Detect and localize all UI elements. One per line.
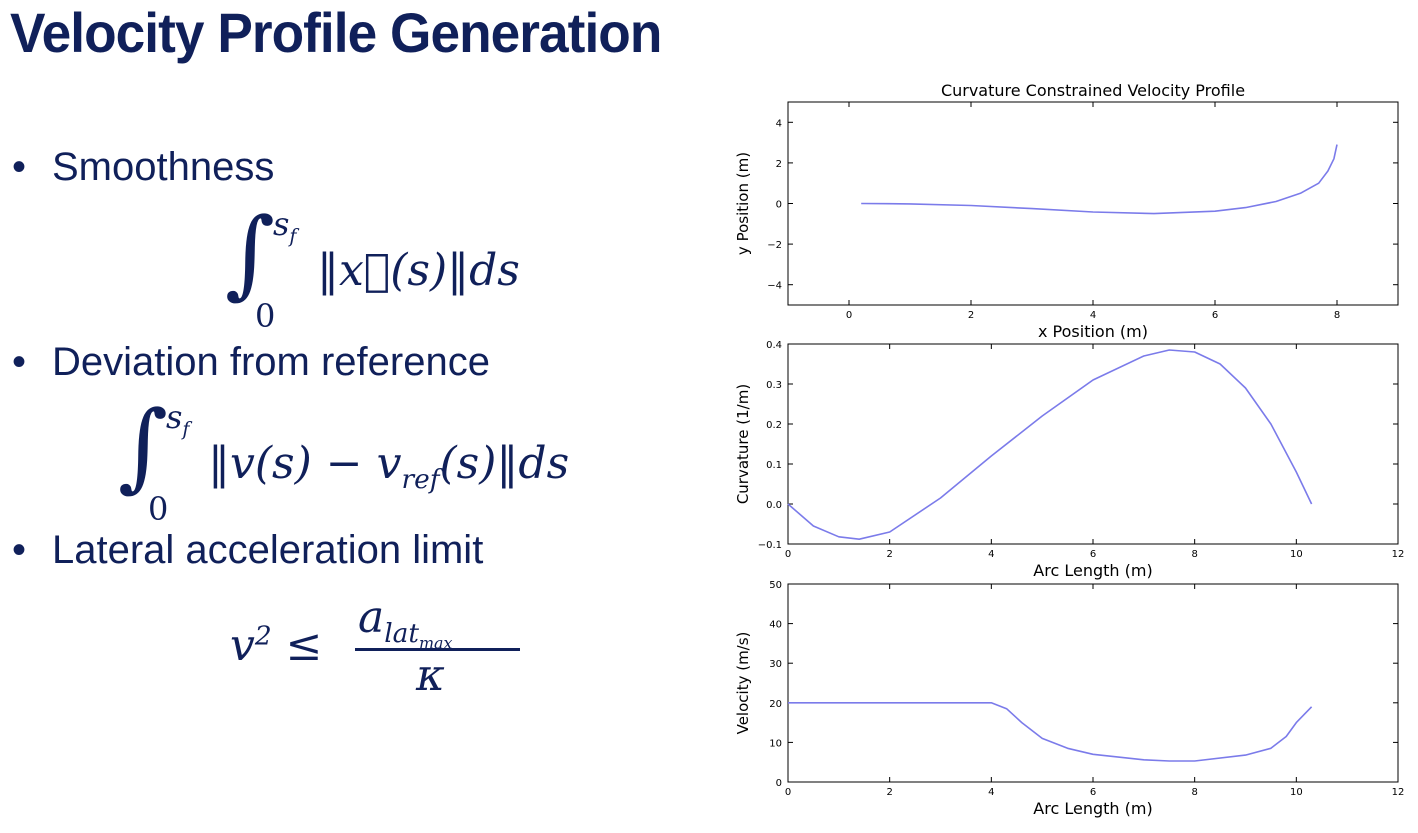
x-tick-label: 2	[968, 310, 974, 321]
formula-smoothness: ∫ sf 0 ‖x⃛(s)‖ds	[225, 197, 520, 335]
y-tick-label: 50	[769, 580, 782, 591]
y-axis-label: Velocity (m/s)	[734, 632, 752, 735]
y-tick-label: 0.4	[766, 340, 782, 351]
series-line	[787, 349, 1313, 540]
bullet-label: Smoothness	[52, 145, 275, 189]
formula-deviation: ∫ sf 0 ‖v(s) − vref(s)‖ds	[118, 390, 570, 528]
x-axis-label: Arc Length (m)	[1033, 799, 1152, 818]
x-tick-label: 2	[886, 787, 892, 798]
formula-lateral: v2 ≤ alatmax κ	[230, 590, 550, 710]
x-tick-label: 8	[1334, 310, 1340, 321]
y-tick-label: 20	[769, 699, 782, 710]
x-tick-label: 6	[1090, 787, 1096, 798]
bullet-deviation: • Deviation from reference	[12, 340, 490, 385]
x-axis-label: Arc Length (m)	[1033, 561, 1152, 580]
x-tick-label: 8	[1191, 787, 1197, 798]
y-tick-label: 10	[769, 738, 782, 749]
bullet-label: Deviation from reference	[52, 340, 490, 384]
velocity-profile-charts: 0 2 4 6 8 −4 −2 0 2 4 Curvature Constrained Veloci…	[734, 81, 1405, 818]
x-tick-label: 0	[846, 310, 852, 321]
x-axis-label: x Position (m)	[1038, 322, 1148, 341]
x-tick-label: 4	[988, 549, 994, 560]
y-tick-label: 0.3	[766, 380, 782, 391]
bullet-label: Lateral acceleration limit	[52, 528, 484, 572]
y-axis-label: y Position (m)	[734, 152, 752, 255]
y-tick-label: −0.1	[758, 540, 782, 551]
y-tick-label: 2	[776, 159, 782, 170]
x-tick-label: 10	[1290, 787, 1303, 798]
y-tick-label: 0.0	[766, 500, 782, 511]
series-line	[788, 702, 1313, 762]
x-tick-label: 0	[785, 549, 791, 560]
y-tick-label: 30	[769, 659, 782, 670]
x-tick-label: 4	[1090, 310, 1096, 321]
plot-frame	[787, 583, 1399, 783]
y-tick-label: −2	[767, 240, 782, 251]
series-line	[861, 144, 1338, 215]
y-tick-label: 0	[776, 778, 782, 789]
bullet-dot: •	[12, 145, 27, 189]
x-tick-label: 8	[1191, 549, 1197, 560]
bullet-lateral: • Lateral acceleration limit	[12, 528, 483, 573]
y-axis-label: Curvature (1/m)	[734, 384, 752, 504]
plot-frame	[787, 343, 1399, 545]
x-tick-label: 12	[1392, 787, 1405, 798]
y-tick-label: 0	[776, 200, 782, 211]
y-tick-label: 0.1	[766, 460, 782, 471]
y-tick-label: 40	[769, 620, 782, 631]
bullet-dot: •	[12, 528, 27, 572]
x-tick-label: 6	[1212, 310, 1218, 321]
chart-title: Curvature Constrained Velocity Profile	[941, 81, 1245, 100]
bullet-smoothness: • Smoothness	[12, 145, 274, 190]
x-tick-label: 10	[1290, 549, 1303, 560]
x-tick-label: 0	[785, 787, 791, 798]
x-tick-label: 2	[886, 549, 892, 560]
y-tick-label: 4	[776, 118, 782, 129]
x-tick-label: 12	[1392, 549, 1405, 560]
bullet-dot: •	[12, 340, 27, 384]
x-tick-label: 4	[988, 787, 994, 798]
y-tick-label: −4	[767, 281, 782, 292]
slide-title: Velocity Profile Generation	[10, 1, 662, 64]
x-tick-label: 6	[1090, 549, 1096, 560]
y-tick-label: 0.2	[766, 420, 782, 431]
